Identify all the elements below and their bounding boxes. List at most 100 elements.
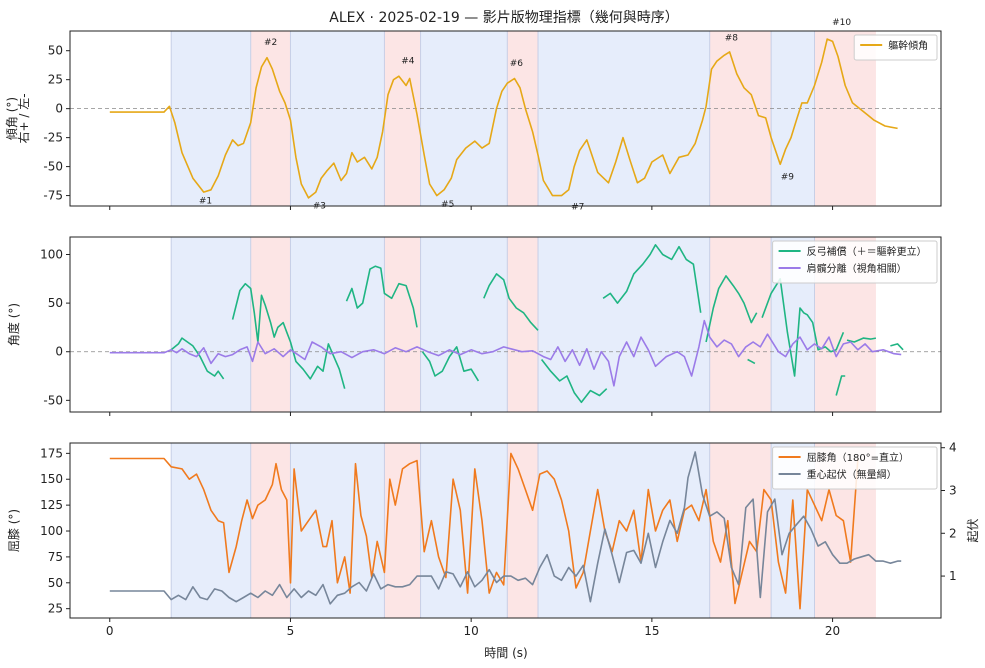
phase-band-a bbox=[171, 31, 251, 206]
y2-axis-label: 起伏 bbox=[966, 518, 980, 542]
legend-label: 重心起伏（無量綱） bbox=[807, 468, 897, 481]
plot-frame bbox=[69, 236, 942, 413]
series-line bbox=[835, 375, 846, 396]
peak-annotation: #2 bbox=[264, 38, 277, 48]
phase-band-a bbox=[538, 237, 710, 412]
phase-band-b bbox=[709, 237, 772, 412]
legend: 軀幹傾角 bbox=[853, 34, 938, 61]
legend-box bbox=[772, 240, 938, 284]
y-axis-label-line: 傾角 (°) bbox=[5, 97, 19, 140]
legend-label: 肩髖分離（視角相關） bbox=[807, 262, 907, 275]
y-tick-label: 25 bbox=[48, 602, 63, 616]
legend: 反弓補償（＋＝驅幹更立） 肩髖分離（視角相關） bbox=[772, 240, 938, 284]
x-axis-label: 時間 (s) bbox=[484, 646, 527, 660]
phase-band-b bbox=[250, 31, 291, 206]
phase-band-a bbox=[538, 31, 710, 206]
phase-band-a bbox=[420, 31, 508, 206]
x-tick-label: 0 bbox=[106, 624, 114, 638]
series-line bbox=[846, 337, 877, 343]
y2-tick-label: 2 bbox=[949, 526, 957, 540]
phase-band-b bbox=[709, 31, 772, 206]
phase-band-b bbox=[709, 443, 772, 618]
phase-band-b bbox=[384, 31, 421, 206]
x-tick-label: 10 bbox=[464, 624, 479, 638]
peak-annotation: #6 bbox=[510, 59, 524, 69]
peak-annotation: #8 bbox=[725, 33, 739, 43]
y2-tick-label: 3 bbox=[949, 483, 957, 497]
y-axis-label: 傾角 (°)右+ / 左- bbox=[5, 93, 31, 143]
legend: 屈膝角（180°=直立） 重心起伏（無量綱） bbox=[772, 446, 938, 490]
y-tick-label: 0 bbox=[55, 345, 63, 359]
legend-box bbox=[853, 34, 938, 61]
peak-annotation: #5 bbox=[441, 200, 454, 210]
series-group bbox=[109, 451, 902, 610]
y-tick-label: -25 bbox=[43, 131, 63, 145]
panel-middle: 100 50 0 -50 角度 (°) 反弓補償（＋＝驅幹更立） 肩髖分離（視角相關） bbox=[6, 236, 942, 416]
x-tick-label: 20 bbox=[825, 624, 840, 638]
y-axis-label-line: 角度 (°) bbox=[6, 303, 21, 346]
phase-band-a bbox=[771, 31, 815, 206]
series-line bbox=[109, 319, 902, 387]
series-line bbox=[747, 358, 756, 365]
phase-band-a bbox=[420, 443, 508, 618]
phase-band-b bbox=[384, 237, 421, 412]
chart-title: ALEX · 2025-02-19 — 影片版物理指標（幾何與時序） bbox=[329, 10, 678, 26]
y-tick-label: -50 bbox=[43, 393, 63, 407]
y-tick-label: 100 bbox=[40, 524, 63, 538]
panel-bottom: 175 150 125 100 75 50 25 1 2 3 4 0 5 10 15 20 屈膝 (°) 起伏 屈膝… bbox=[7, 441, 980, 638]
series-line bbox=[231, 282, 346, 389]
y-tick-label: -75 bbox=[43, 189, 63, 203]
series-line bbox=[540, 359, 608, 404]
phase-band-a bbox=[290, 443, 385, 618]
series-group bbox=[109, 244, 904, 404]
y-tick-label: 50 bbox=[48, 296, 63, 310]
series-line bbox=[109, 452, 859, 610]
panel-top: 50 25 0 -25 -50 -75 傾角 (°)右+ / 左- #1 #2 #3 #4 #5 #6 #… bbox=[5, 18, 942, 212]
phase-band-a bbox=[538, 443, 710, 618]
legend-box bbox=[772, 446, 938, 490]
peak-annotation: #1 bbox=[199, 197, 212, 207]
series-line bbox=[345, 265, 418, 328]
legend-label: 屈膝角（180°=直立） bbox=[807, 451, 909, 464]
series-line bbox=[170, 337, 225, 380]
y2-tick-label: 1 bbox=[949, 569, 957, 583]
legend-label: 軀幹傾角 bbox=[888, 39, 928, 52]
plot-frame bbox=[69, 442, 942, 619]
phase-band-a bbox=[420, 237, 508, 412]
series-line bbox=[602, 244, 702, 313]
x-tick-label: 5 bbox=[287, 624, 295, 638]
phase-band-b bbox=[250, 443, 291, 618]
y-tick-label: 125 bbox=[40, 498, 63, 512]
y2-tick-label: 4 bbox=[949, 441, 957, 455]
series-line bbox=[421, 346, 480, 382]
phase-band-a bbox=[290, 237, 385, 412]
series-line bbox=[483, 273, 539, 331]
y-tick-label: 75 bbox=[48, 550, 63, 564]
phase-band-a bbox=[290, 31, 385, 206]
plot-frame bbox=[69, 30, 942, 207]
phase-band-b bbox=[507, 31, 539, 206]
phase-band-a bbox=[171, 237, 251, 412]
y-axis-label-line: 屈膝 (°) bbox=[7, 509, 21, 552]
y-axis-label: 屈膝 (°) bbox=[7, 509, 21, 552]
series-line bbox=[109, 451, 902, 605]
series-line bbox=[890, 343, 904, 351]
phase-band-b bbox=[507, 443, 539, 618]
peak-annotation: #10 bbox=[832, 18, 851, 28]
y-tick-label: 0 bbox=[55, 102, 63, 116]
peak-annotation: #9 bbox=[781, 172, 795, 182]
y-tick-label: 150 bbox=[40, 472, 63, 486]
series-line bbox=[705, 275, 758, 343]
y-axis-label: 角度 (°) bbox=[6, 303, 21, 346]
peak-annotation: #3 bbox=[313, 201, 326, 211]
peak-annotation: #7 bbox=[571, 202, 584, 212]
x-tick-label: 15 bbox=[644, 624, 659, 638]
y-tick-label: 175 bbox=[40, 446, 63, 460]
legend-label: 反弓補償（＋＝驅幹更立） bbox=[807, 245, 927, 258]
y-tick-label: 25 bbox=[48, 73, 63, 87]
peak-annotation: #4 bbox=[401, 56, 415, 66]
y-tick-label: 100 bbox=[40, 248, 63, 262]
y-tick-label: -50 bbox=[43, 160, 63, 174]
series-group bbox=[109, 38, 898, 199]
